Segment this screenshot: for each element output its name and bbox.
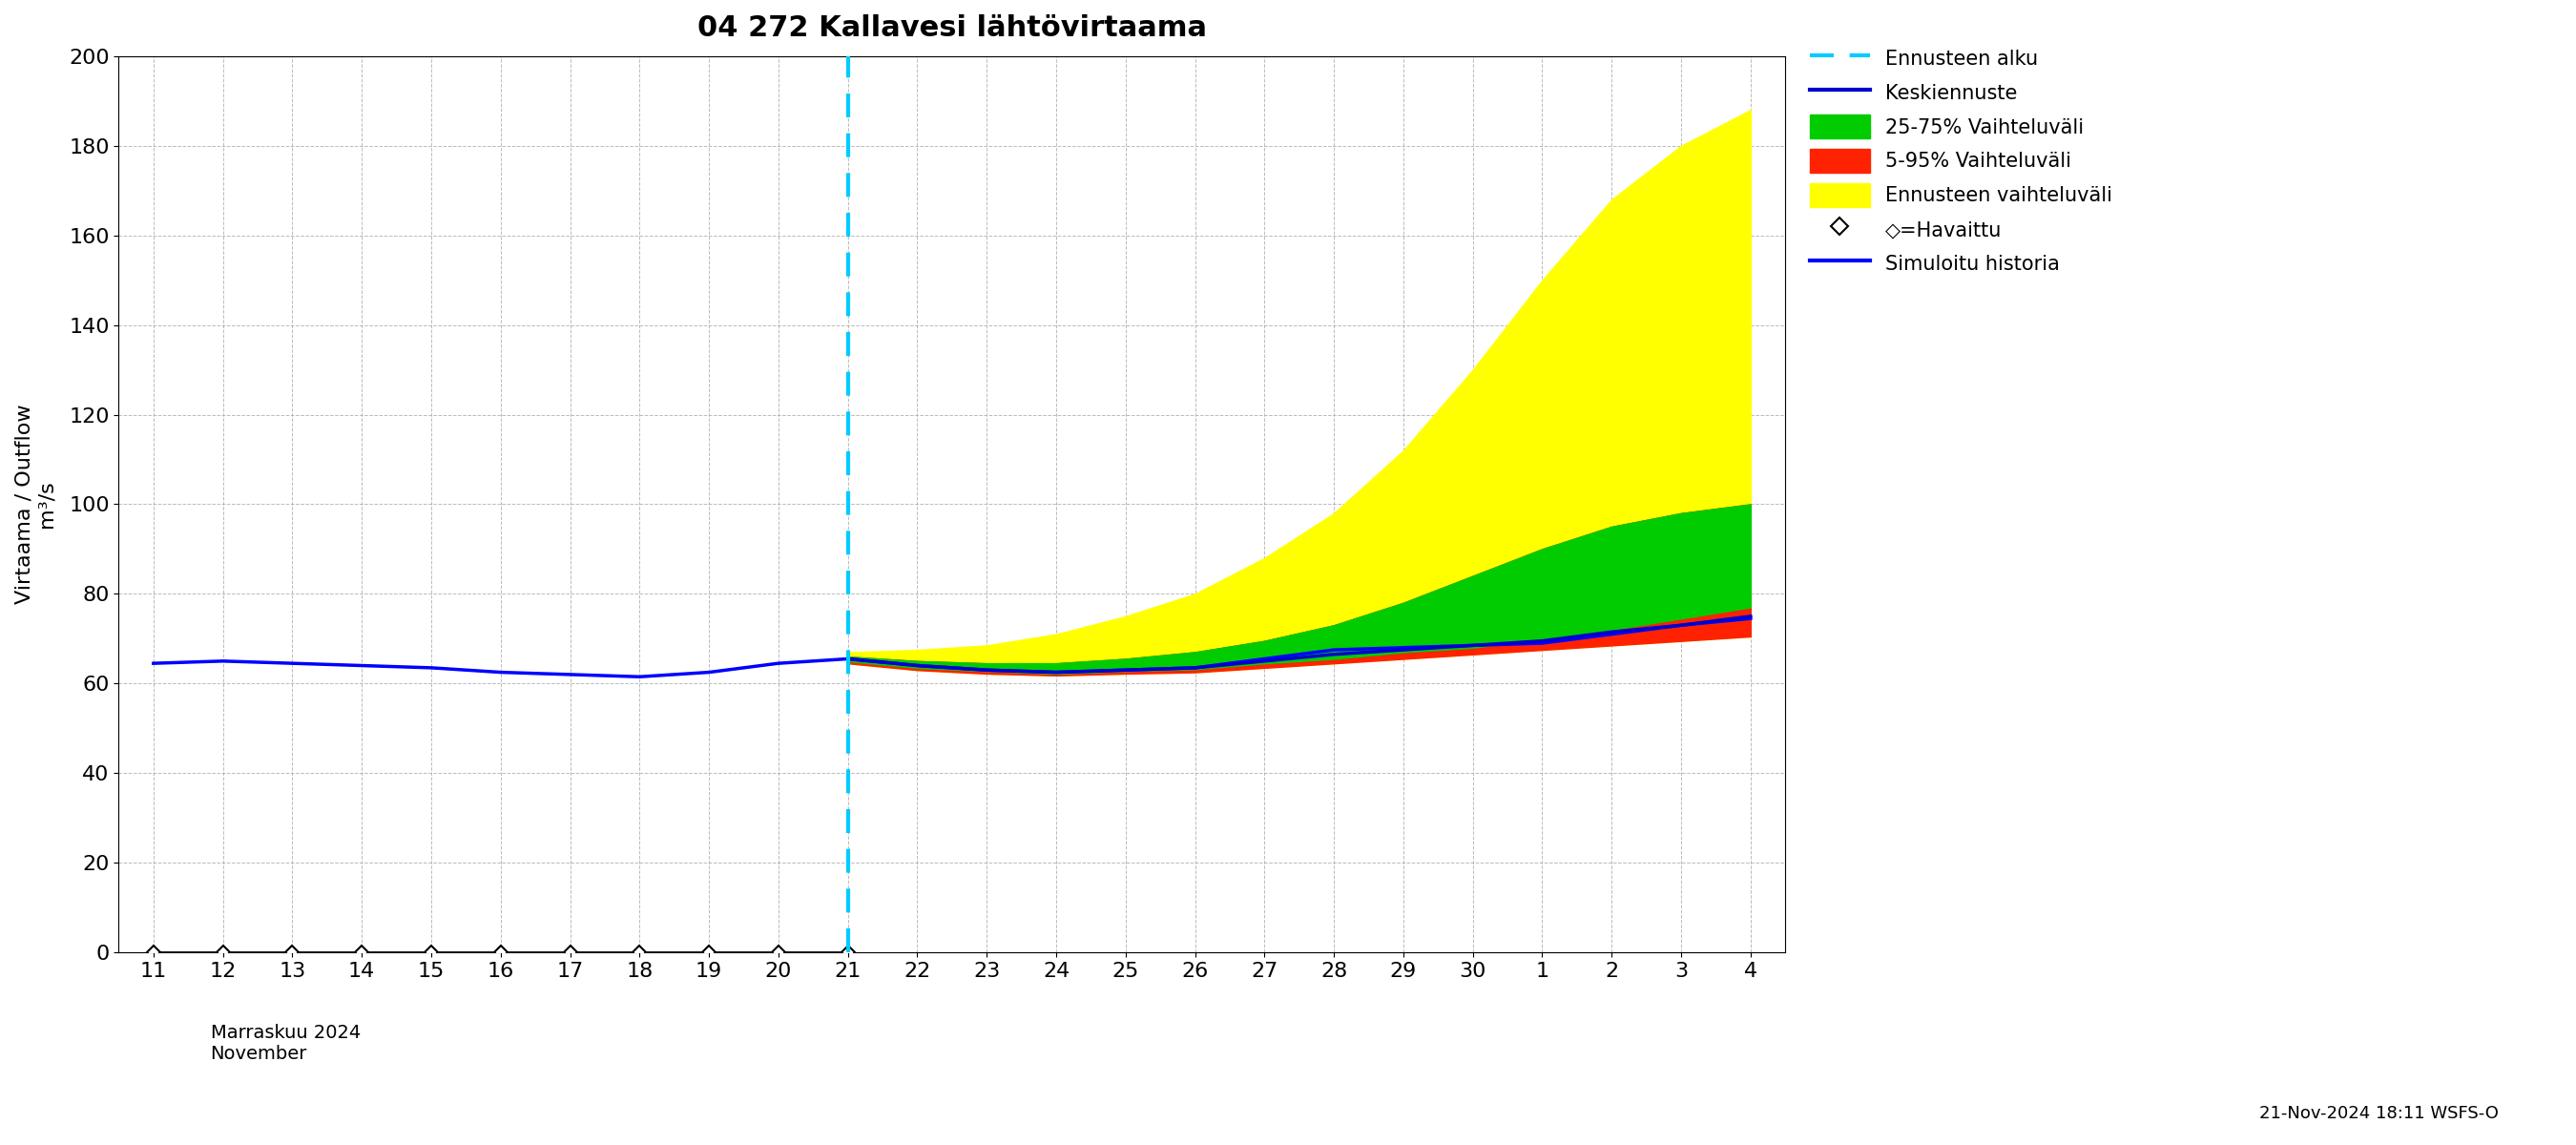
Text: 21-Nov-2024 18:11 WSFS-O: 21-Nov-2024 18:11 WSFS-O [2259,1105,2499,1122]
Text: Marraskuu 2024
November: Marraskuu 2024 November [211,1024,361,1064]
Title: 04 272 Kallavesi lähtövirtaama: 04 272 Kallavesi lähtövirtaama [698,14,1206,42]
Legend: Ennusteen alku, Keskiennuste, 25-75% Vaihteluväli, 5-95% Vaihteluväli, Ennusteen: Ennusteen alku, Keskiennuste, 25-75% Vai… [1803,38,2120,284]
Y-axis label: Virtaama / Outflow
m³/s: Virtaama / Outflow m³/s [15,404,57,605]
